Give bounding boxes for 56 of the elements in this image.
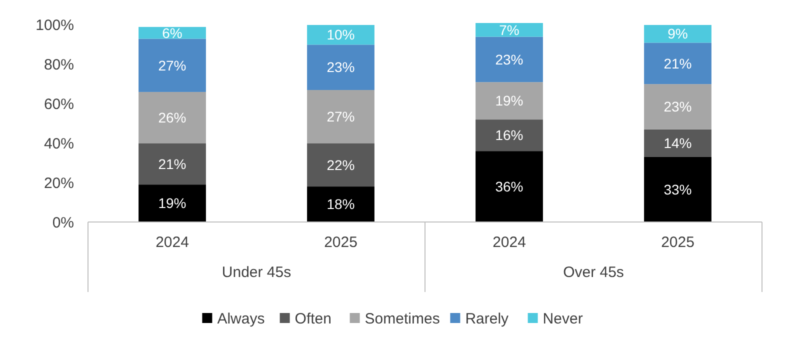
y-tick-label: 80% (44, 56, 74, 74)
data-label: 26% (158, 109, 186, 126)
bar (138, 184, 206, 222)
bar (476, 120, 543, 152)
data-label: 23% (326, 59, 355, 76)
data-label: 19% (158, 195, 186, 212)
legend-label: Often (294, 310, 332, 328)
text: Under 45s (222, 264, 292, 281)
data-label: 22% (326, 156, 355, 173)
bar (476, 23, 543, 37)
data-label: 27% (158, 57, 186, 74)
x-tick-label: 2025 (661, 234, 694, 251)
y-tick-label: 0% (52, 214, 74, 232)
bar (476, 36, 543, 82)
data-label: 23% (495, 51, 524, 68)
bar (138, 143, 206, 185)
data-label: 36% (495, 178, 524, 194)
bar (476, 151, 543, 222)
data-label: 23% (664, 98, 692, 115)
data-label: 19% (495, 92, 524, 109)
legend-label: Never (542, 310, 583, 328)
bar (644, 24, 712, 43)
y-tick-label: 40% (44, 135, 74, 152)
y-tick-label: 60% (44, 96, 74, 114)
data-label: 6% (162, 24, 182, 41)
data-label: 33% (664, 181, 692, 198)
bar (644, 84, 712, 130)
bar (307, 44, 374, 90)
bar (307, 143, 374, 187)
bar (644, 42, 712, 84)
bar (644, 129, 712, 157)
bar (644, 156, 712, 222)
data-label: 18% (326, 196, 355, 212)
bar (307, 24, 374, 45)
legend-label: Rarely (465, 310, 510, 328)
data-label: 21% (158, 156, 186, 172)
bar (138, 38, 206, 92)
y-tick-label: 100% (36, 17, 74, 34)
data-label: 27% (326, 108, 355, 124)
bar (476, 82, 543, 120)
data-label: 10% (326, 26, 355, 43)
data-label: 21% (664, 55, 692, 72)
text: Over 45s (563, 264, 624, 281)
x-tick-label: 2024 (156, 234, 189, 251)
bar (138, 92, 206, 144)
y-tick-label: 20% (44, 174, 74, 192)
data-label: 9% (668, 26, 688, 42)
bar (307, 90, 374, 144)
legend-label: Sometimes (364, 310, 440, 328)
bar (307, 186, 374, 222)
data-label: 14% (664, 135, 692, 152)
data-label: 16% (495, 127, 524, 144)
legend-label: Always (217, 310, 265, 328)
x-tick-label: 2024 (492, 234, 526, 251)
x-tick-label: 2025 (324, 234, 358, 251)
data-label: 7% (499, 22, 520, 38)
